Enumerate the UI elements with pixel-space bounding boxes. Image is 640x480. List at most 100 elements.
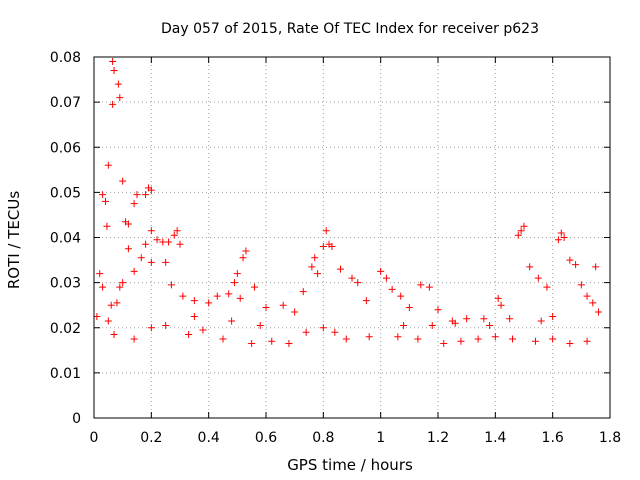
data-point	[474, 335, 482, 343]
x-tick-label: 1.8	[599, 430, 621, 446]
data-point	[400, 321, 408, 329]
data-point	[319, 324, 327, 332]
data-point	[331, 328, 339, 336]
data-point	[147, 258, 155, 266]
data-point	[167, 281, 175, 289]
data-point	[256, 321, 264, 329]
data-point	[142, 191, 150, 199]
data-point	[428, 321, 436, 329]
data-point	[225, 290, 233, 298]
data-point	[554, 236, 562, 244]
data-point	[119, 279, 127, 287]
x-tick-label: 1.2	[427, 430, 449, 446]
axis-ticks	[93, 56, 611, 419]
data-point	[311, 254, 319, 262]
data-point	[173, 227, 181, 235]
data-point	[414, 335, 422, 343]
data-point	[543, 283, 551, 291]
data-point	[425, 283, 433, 291]
data-point	[549, 312, 557, 320]
data-point	[199, 326, 207, 334]
data-point	[122, 218, 130, 226]
x-axis-tick-labels: 0 0.2 0.4 0.6 0.8 1 1.2 1.4 1.6 1.8	[90, 430, 622, 446]
y-tick-label: 0.08	[50, 50, 81, 66]
y-tick-label: 0.02	[50, 321, 81, 337]
data-point	[506, 315, 514, 323]
data-point	[219, 335, 227, 343]
data-point	[162, 258, 170, 266]
data-point	[113, 299, 121, 307]
y-tick-label: 0.07	[50, 95, 81, 111]
data-point	[457, 337, 465, 345]
data-point	[299, 288, 307, 296]
x-tick-label: 0.4	[198, 430, 220, 446]
y-tick-label: 0.01	[50, 366, 81, 382]
data-point	[486, 321, 494, 329]
data-point	[130, 335, 138, 343]
data-point	[291, 308, 299, 316]
data-point	[190, 312, 198, 320]
data-point	[185, 331, 193, 339]
data-point	[577, 281, 585, 289]
y-tick-label: 0	[72, 411, 81, 427]
x-tick-label: 0.2	[140, 430, 162, 446]
data-point	[93, 312, 101, 320]
data-point	[534, 274, 542, 282]
y-tick-label: 0.06	[50, 140, 81, 156]
data-point	[242, 247, 250, 255]
data-point	[236, 294, 244, 302]
data-point	[560, 234, 568, 241]
data-point	[302, 328, 310, 336]
data-point	[130, 267, 138, 275]
data-point	[96, 270, 104, 278]
x-tick-label: 1.4	[484, 430, 506, 446]
data-point	[572, 261, 580, 269]
data-point	[549, 335, 557, 343]
data-point	[104, 317, 112, 325]
data-point	[595, 308, 603, 316]
data-point	[583, 337, 591, 345]
data-point	[342, 335, 350, 343]
data-point	[147, 227, 155, 235]
data-point	[116, 94, 124, 102]
data-point	[262, 303, 270, 311]
data-point	[314, 270, 322, 278]
data-point	[130, 200, 138, 208]
data-point	[520, 222, 528, 230]
data-point	[107, 301, 115, 309]
data-point	[109, 100, 117, 108]
data-point	[322, 227, 330, 235]
data-point	[110, 67, 118, 75]
data-point	[509, 335, 517, 343]
data-points	[93, 58, 603, 348]
data-point	[239, 254, 247, 262]
data-point	[337, 265, 345, 273]
data-point	[162, 321, 170, 329]
data-point	[394, 333, 402, 341]
data-point	[463, 315, 471, 323]
data-point	[99, 191, 107, 199]
data-point	[308, 263, 316, 271]
data-point	[362, 297, 370, 305]
data-point	[153, 236, 161, 244]
data-point	[170, 231, 178, 239]
data-point	[101, 197, 109, 205]
y-tick-label: 0.05	[50, 185, 81, 201]
data-point	[388, 285, 396, 293]
data-point	[354, 279, 362, 287]
data-point	[566, 340, 574, 348]
data-point	[491, 333, 499, 341]
data-point	[165, 238, 173, 246]
data-point	[279, 301, 287, 309]
data-point	[377, 267, 385, 275]
data-point	[434, 306, 442, 314]
data-point	[205, 299, 213, 307]
data-point	[319, 243, 327, 251]
data-point	[119, 177, 127, 185]
data-point	[397, 292, 405, 300]
y-axis-tick-labels: 0 0.01 0.02 0.03 0.04 0.05 0.06 0.07 0.08	[50, 50, 81, 427]
chart-title: Day 057 of 2015, Rate Of TEC Index for r…	[161, 21, 539, 37]
y-axis-label: ROTI / TECUs	[5, 191, 23, 289]
data-point	[110, 331, 118, 339]
